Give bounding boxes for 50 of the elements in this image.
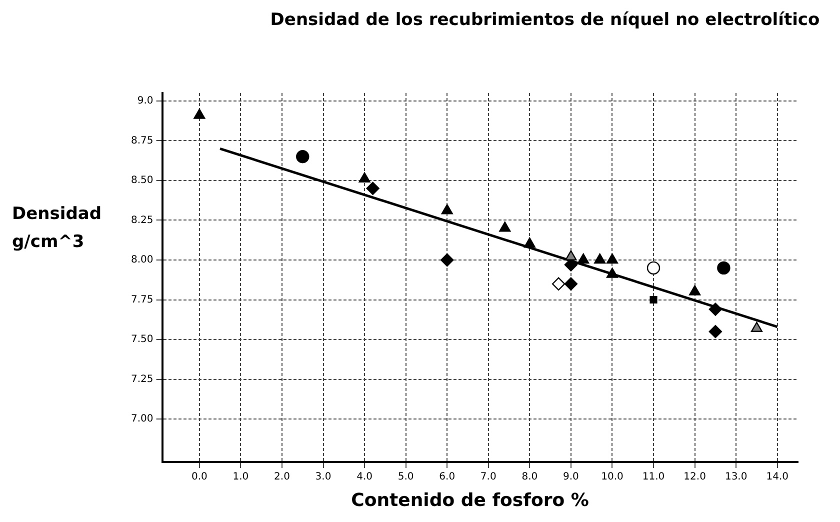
- x-tick-label: 5.0: [398, 472, 414, 483]
- x-tick-label: 0.0: [191, 472, 208, 483]
- x-tick-label: 14.0: [766, 472, 788, 483]
- x-tick-label: 6.0: [439, 472, 456, 483]
- y-tick-label: 9.0: [137, 96, 154, 107]
- y-tick-label: 7.00: [131, 414, 154, 425]
- x-tick-label: 3.0: [315, 472, 332, 483]
- point: [606, 268, 618, 278]
- point: [524, 238, 536, 248]
- y-tick-label: 8.50: [131, 175, 154, 186]
- point: [296, 150, 310, 164]
- point: [499, 222, 511, 232]
- x-tick-label: 7.0: [480, 472, 496, 483]
- point: [717, 261, 730, 275]
- point: [440, 253, 454, 267]
- point: [564, 277, 578, 290]
- y-tick-label: 8.75: [131, 135, 154, 146]
- point: [441, 204, 453, 214]
- point: [564, 258, 578, 272]
- point: [689, 285, 701, 296]
- y-tick-label: 7.50: [131, 334, 154, 346]
- point: [358, 172, 370, 182]
- x-tick-label: 2.0: [274, 472, 290, 483]
- x-tick-label: 13.0: [724, 472, 748, 483]
- point: [708, 324, 722, 338]
- x-tick-label: 1.0: [232, 472, 249, 483]
- y-tick-label: 7.75: [131, 294, 154, 306]
- point: [565, 250, 577, 260]
- x-tick-label: 11.0: [642, 472, 665, 483]
- point: [750, 322, 763, 332]
- point: [194, 108, 206, 119]
- point: [646, 261, 660, 275]
- y-tick-label: 7.25: [131, 374, 154, 385]
- point: [366, 182, 380, 196]
- x-axis-title: Contenido de fosforo %: [350, 490, 590, 511]
- point: [552, 277, 566, 290]
- point: [578, 253, 590, 264]
- x-tick-label: 12.0: [684, 472, 706, 483]
- x-tick-label: 4.0: [356, 472, 372, 483]
- y-tick-label: 8.25: [131, 214, 154, 226]
- y-axis-title: Densidad g/cm^3: [12, 203, 102, 254]
- point: [708, 302, 722, 316]
- x-tick-label: 10.0: [601, 472, 624, 483]
- point: [650, 296, 658, 304]
- y-tick-label: 8.00: [131, 254, 154, 266]
- x-tick-label: 8.0: [522, 472, 538, 483]
- point: [606, 253, 618, 264]
- x-tick-label: 9.0: [563, 472, 579, 483]
- chart-title: Densidad de los recubrimientos de níquel no electrolítico: [269, 10, 821, 30]
- point: [594, 253, 606, 264]
